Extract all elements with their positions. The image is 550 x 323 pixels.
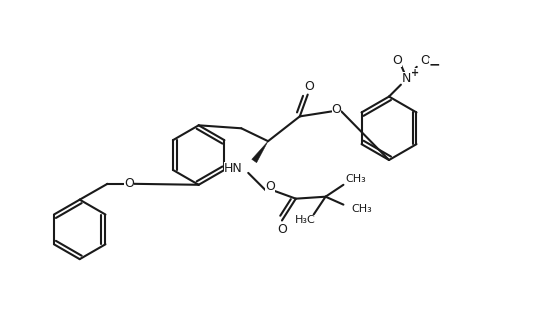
Text: O: O (304, 80, 313, 93)
Text: HN: HN (223, 162, 243, 175)
Text: −: − (429, 58, 441, 72)
Text: CH₃: CH₃ (345, 174, 366, 184)
Text: O: O (265, 180, 275, 193)
Text: O: O (392, 54, 402, 68)
Polygon shape (252, 141, 268, 163)
Text: H₃C: H₃C (295, 215, 316, 225)
Text: +: + (411, 68, 419, 78)
Text: N: N (402, 72, 411, 85)
Text: O: O (277, 223, 287, 236)
Text: O: O (124, 177, 134, 190)
Text: O: O (332, 103, 342, 116)
Text: O: O (420, 54, 430, 68)
Text: CH₃: CH₃ (351, 203, 372, 214)
